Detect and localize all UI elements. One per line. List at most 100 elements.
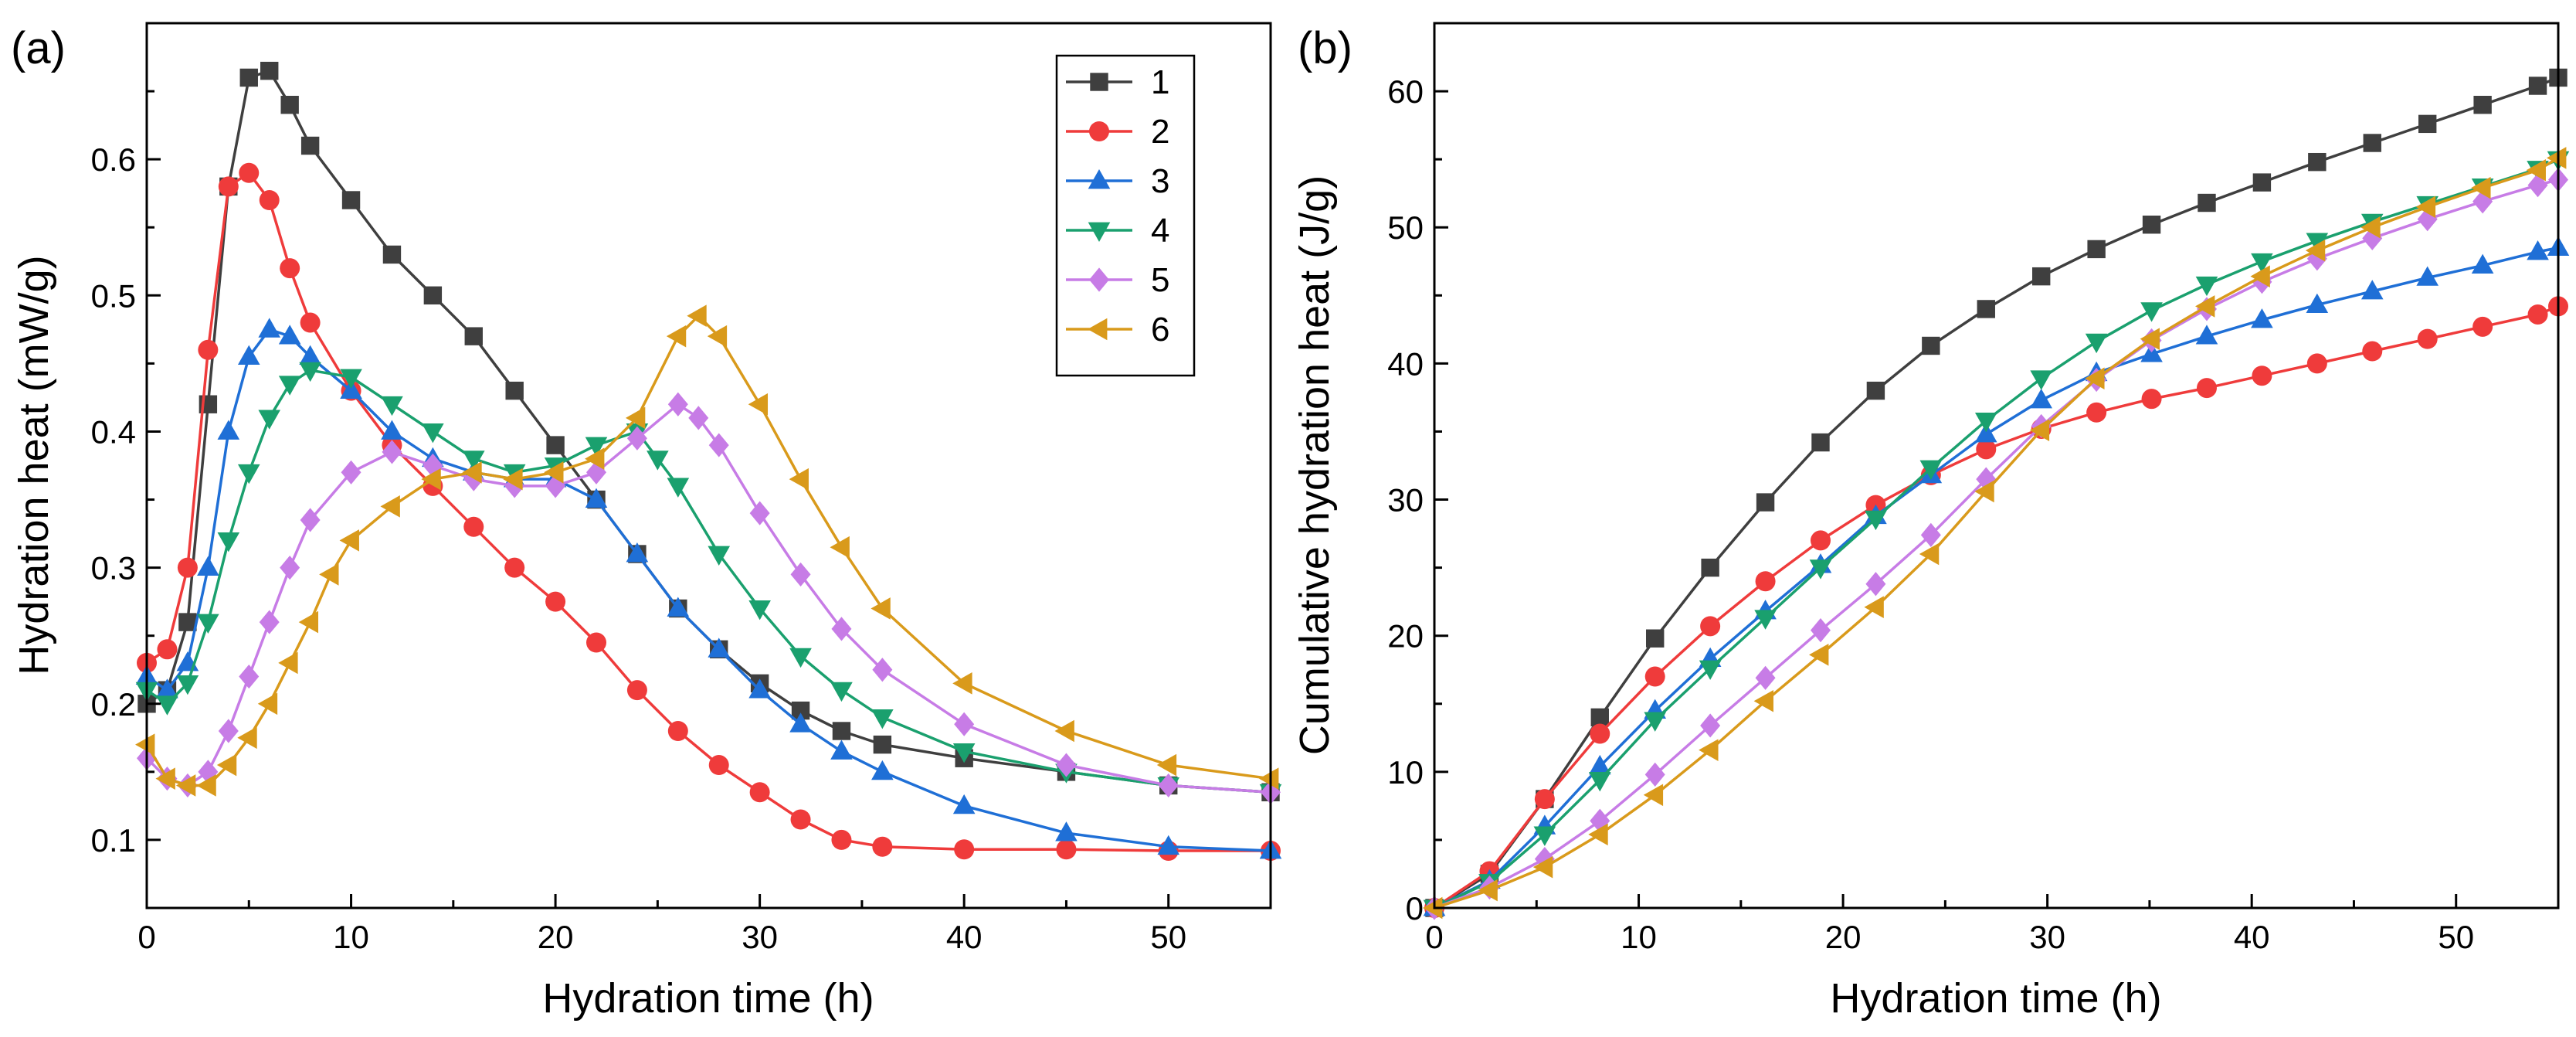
data-point-b-1-8 <box>1866 381 1885 400</box>
data-point-b-1-12 <box>2087 240 2106 259</box>
data-point-b-3-17 <box>2360 280 2384 300</box>
data-point-a-6-28 <box>1259 767 1279 790</box>
data-point-b-2-13 <box>2141 389 2162 410</box>
y-tick-label-b-4: 40 <box>1387 345 1424 382</box>
data-point-a-4-24 <box>952 743 976 763</box>
data-point-a-5-14 <box>545 474 566 498</box>
data-point-a-2-4 <box>218 176 239 197</box>
data-point-a-3-6 <box>258 318 281 338</box>
y-tick-label-b-2: 20 <box>1387 618 1424 654</box>
data-point-a-5-23 <box>872 658 893 682</box>
data-point-a-4-9 <box>340 369 362 389</box>
series-line-b-2 <box>1434 304 2559 910</box>
data-point-a-6-20 <box>707 325 728 348</box>
data-point-a-6-12 <box>421 468 441 491</box>
data-point-b-6-19 <box>2471 176 2491 199</box>
data-point-b-2-3 <box>1590 723 1610 744</box>
data-point-b-1-9 <box>1922 336 1940 355</box>
data-point-a-5-6 <box>259 610 280 634</box>
data-point-a-2-1 <box>157 639 178 660</box>
series-layer-a <box>135 61 1282 862</box>
data-point-a-4-4 <box>217 532 240 552</box>
data-point-a-2-18 <box>708 755 729 776</box>
data-point-b-2-19 <box>2472 316 2493 337</box>
data-point-b-4-7 <box>1809 559 1832 580</box>
legend-marker-3 <box>1088 169 1111 189</box>
legend-label-3: 3 <box>1151 162 1169 200</box>
data-point-a-5-20 <box>749 501 770 525</box>
data-point-b-4-15 <box>2251 253 2273 274</box>
legend-marker-5 <box>1089 267 1109 292</box>
data-point-a-6-26 <box>1054 719 1074 743</box>
data-point-b-4-4 <box>1644 712 1667 732</box>
data-point-a-6-21 <box>748 393 769 416</box>
data-point-a-6-4 <box>216 753 237 777</box>
data-point-b-6-15 <box>2250 265 2270 287</box>
x-tick-label-a-5: 50 <box>1150 919 1186 955</box>
data-point-a-4-10 <box>381 396 403 416</box>
x-tick-label-a-2: 20 <box>538 919 574 955</box>
data-point-b-6-9 <box>1919 542 1940 566</box>
legend-item-3: 3 <box>1066 162 1169 200</box>
data-point-b-2-16 <box>2306 353 2327 374</box>
ticks-a: 0 10 20 30 40 50 0.1 0.2 0.3 0.4 0.5 0.6 <box>91 90 1186 955</box>
legend-marker-shape-2 <box>1089 121 1109 141</box>
legend-label-4: 4 <box>1151 212 1169 250</box>
data-point-a-3-19 <box>748 678 771 699</box>
x-tick-label-b-2: 20 <box>1825 919 1862 955</box>
data-point-a-6-18 <box>666 325 687 348</box>
data-point-b-1-15 <box>2252 173 2272 192</box>
data-point-a-6-19 <box>687 304 707 328</box>
y-tick-label-b-0: 0 <box>1406 890 1424 926</box>
series-line-b-1 <box>1434 76 2559 910</box>
data-point-a-6-10 <box>339 529 359 552</box>
data-point-a-2-22 <box>872 836 893 857</box>
data-point-b-2-6 <box>1755 571 1776 592</box>
data-point-b-4-11 <box>2030 370 2052 390</box>
data-point-a-4-2 <box>176 675 199 695</box>
data-point-b-4-8 <box>1865 510 1887 531</box>
data-point-b-6-14 <box>2195 295 2215 318</box>
data-point-a-5-8 <box>300 508 321 532</box>
data-point-a-1-21 <box>832 722 851 740</box>
data-point-b-3-20 <box>2527 240 2549 260</box>
x-axis-title-a: Hydration time (h) <box>542 975 874 1022</box>
plot-frame-a <box>145 22 1272 910</box>
y-axis-title-a: Hydration heat (mW/g) <box>11 255 57 675</box>
data-point-b-5-10 <box>1976 467 1997 491</box>
data-point-a-3-16 <box>626 542 649 563</box>
data-point-a-5-22 <box>831 617 852 641</box>
data-point-b-1-18 <box>2418 114 2437 134</box>
data-point-a-4-21 <box>789 648 812 668</box>
y-tick-label-a-1: 0.2 <box>91 686 136 722</box>
series-line-b-3 <box>1434 246 2559 910</box>
data-point-b-1-7 <box>1811 433 1830 452</box>
data-point-b-4-12 <box>2085 333 2108 354</box>
data-point-a-6-13 <box>462 461 482 484</box>
data-point-b-5-8 <box>1865 572 1886 597</box>
data-point-a-6-24 <box>871 597 891 620</box>
data-point-a-6-1 <box>155 767 175 790</box>
data-point-b-6-2 <box>1532 855 1553 879</box>
data-point-a-6-7 <box>278 651 298 675</box>
data-point-b-1-5 <box>1701 558 1719 577</box>
legend-marker-6 <box>1088 318 1108 341</box>
data-point-a-1-5 <box>239 68 258 87</box>
legend-label-5: 5 <box>1151 261 1169 299</box>
series-line-a-5 <box>145 403 1271 794</box>
data-point-a-4-5 <box>237 464 260 484</box>
data-point-a-5-17 <box>667 392 688 416</box>
data-point-b-4-2 <box>1533 826 1556 846</box>
plot-frame-b <box>1433 22 2560 910</box>
x-tick-label-b-0: 0 <box>1425 919 1443 955</box>
data-point-a-2-19 <box>749 782 770 803</box>
ticks-b: 0 10 20 30 40 50 0 10 20 30 40 50 60 <box>1387 73 2474 955</box>
legend-label-2: 2 <box>1151 113 1169 151</box>
data-point-b-3-15 <box>2251 308 2273 328</box>
data-point-b-4-3 <box>1588 772 1611 792</box>
data-point-b-3-16 <box>2306 293 2329 314</box>
data-point-b-6-16 <box>2305 239 2326 262</box>
data-point-b-6-17 <box>2360 216 2381 239</box>
data-point-b-4-6 <box>1754 610 1777 630</box>
legend-item-1: 1 <box>1066 63 1169 101</box>
